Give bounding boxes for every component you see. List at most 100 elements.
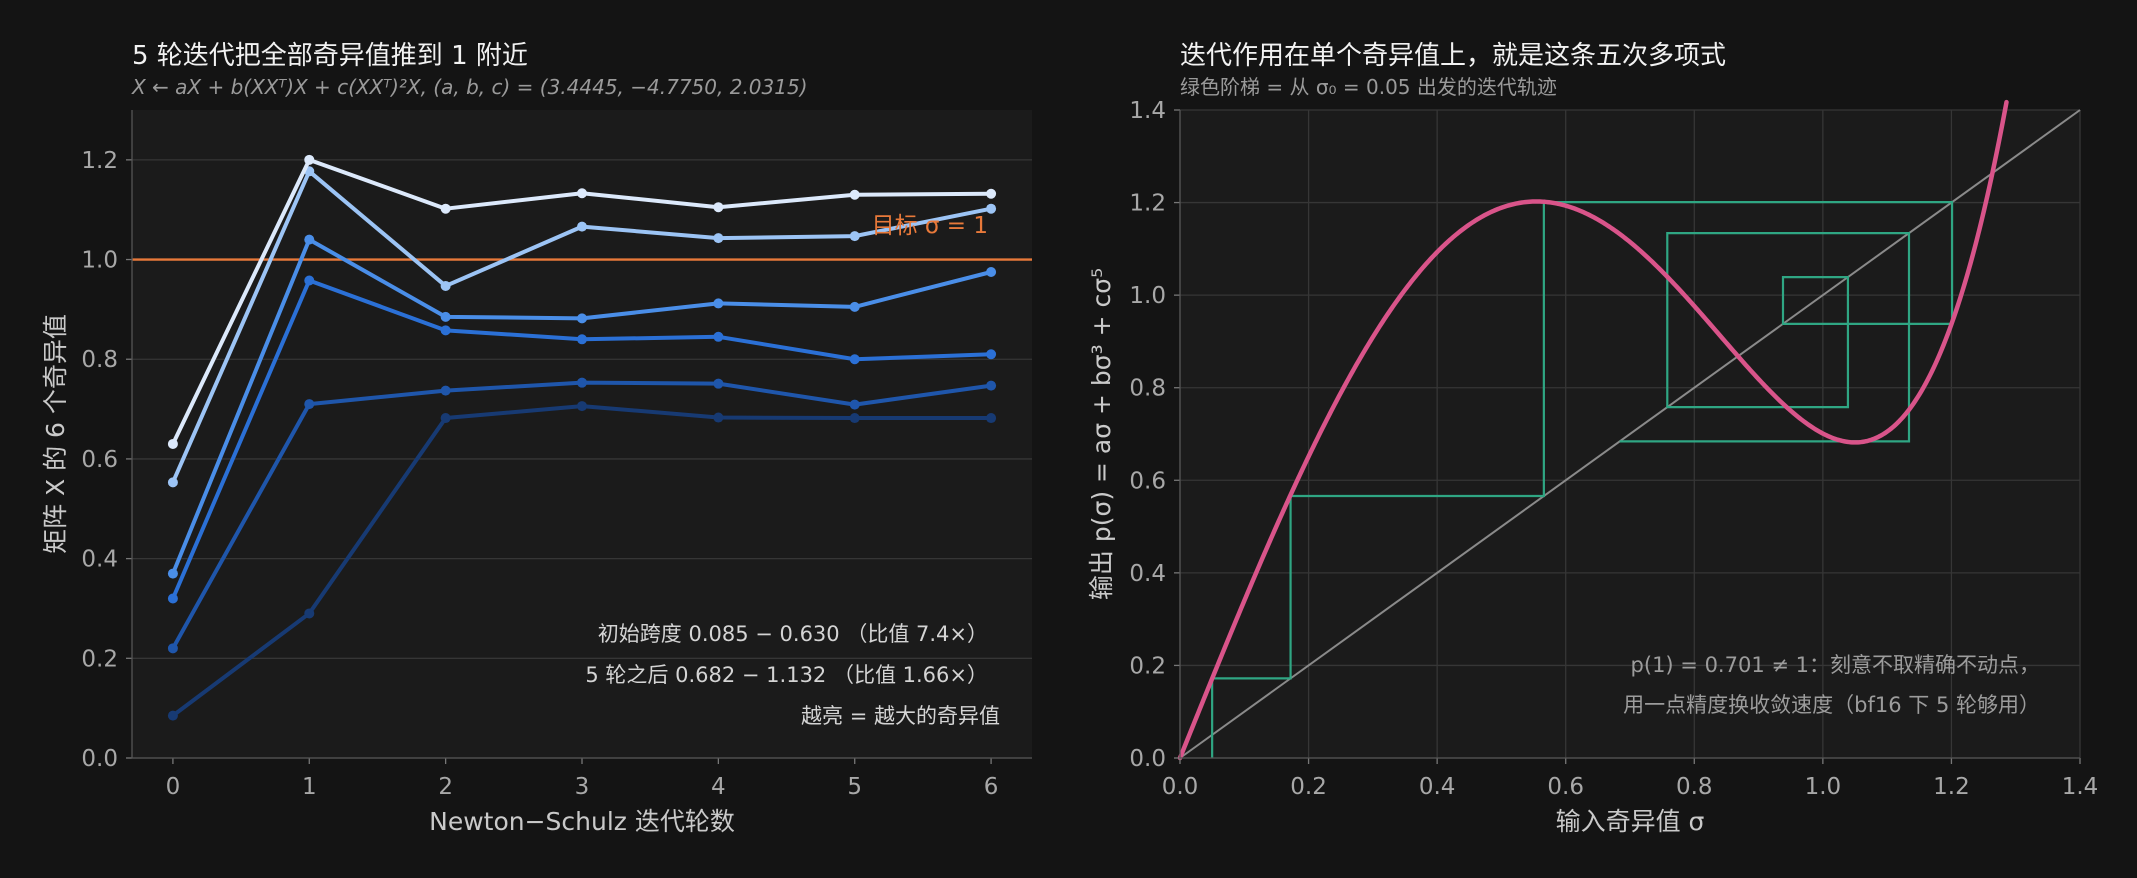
left-series-point <box>986 188 997 199</box>
left-y-tick-label: 0.8 <box>81 347 118 373</box>
left-series-point <box>986 413 997 424</box>
left-series-point <box>167 438 178 449</box>
left-series-point <box>304 154 315 165</box>
left-series-point <box>713 378 724 389</box>
left-series-point <box>304 275 315 286</box>
right-identity-group <box>1179 109 2081 759</box>
left-series-point <box>713 298 724 309</box>
right-chart-title: 迭代作用在单个奇异值上，就是这条五次多项式 <box>1180 41 1726 71</box>
left-series-point <box>986 380 997 391</box>
left-series-point <box>577 221 587 232</box>
left-y-tick-label: 1.0 <box>81 248 118 274</box>
left-ticks: 0.0 0.2 0.4 0.6 0.8 1.0 1.2 0 1 2 3 4 5 6 <box>81 148 998 800</box>
right-y-tick-label: 0.4 <box>1129 561 1166 587</box>
right-y-tick-label: 0.2 <box>1129 653 1166 679</box>
right-x-tick-label: 0.4 <box>1419 774 1456 800</box>
left-series-point <box>440 311 451 322</box>
left-series-point <box>713 202 724 213</box>
right-x-tick-label: 0.6 <box>1547 774 1584 800</box>
left-axes-spine <box>131 110 1032 759</box>
right-chart: 迭代作用在单个奇异值上，就是这条五次多项式 绿色阶梯 = 从 σ₀ = 0.05… <box>1087 41 2098 836</box>
left-x-tick-label: 4 <box>711 774 726 800</box>
left-series-point <box>849 413 860 424</box>
left-series-point <box>849 189 860 200</box>
right-chart-subtitle: 绿色阶梯 = 从 σ₀ = 0.05 出发的迭代轨迹 <box>1180 75 1557 99</box>
left-y-tick-label: 0.4 <box>81 547 118 573</box>
left-series-point <box>849 301 860 312</box>
right-y-axis-label: 输出 p(σ) = aσ + bσ³ + cσ⁵ <box>1087 268 1116 600</box>
left-series-point <box>440 385 451 396</box>
left-series-point <box>849 354 860 365</box>
right-x-axis-label: 输入奇异值 σ <box>1556 807 1705 836</box>
right-y-tick-label: 1.4 <box>1129 98 1166 124</box>
left-series-point <box>577 313 587 324</box>
left-series-point <box>713 412 724 423</box>
right-x-tick-label: 1.0 <box>1805 774 1842 800</box>
right-x-tick-label: 0.0 <box>1162 774 1199 800</box>
left-y-tick-label: 0.6 <box>81 447 118 473</box>
left-x-tick-label: 0 <box>166 774 181 800</box>
right-x-tick-label: 1.4 <box>2062 774 2099 800</box>
left-x-tick-label: 1 <box>302 774 317 800</box>
left-series-point <box>304 234 315 245</box>
left-annotation-final-span: 5 轮之后 0.682 − 1.132 （比值 1.66×） <box>585 663 988 687</box>
left-x-tick-label: 2 <box>438 774 453 800</box>
left-chart-subtitle: X ← aX + b(XXᵀ)X + c(XXᵀ)²X, (a, b, c) =… <box>131 75 808 99</box>
left-series-point <box>713 331 724 342</box>
left-series-point <box>849 399 860 410</box>
left-x-axis-label: Newton−Schulz 迭代轮数 <box>429 807 735 836</box>
right-polynomial-curve <box>1177 99 2009 761</box>
left-chart-title: 5 轮迭代把全部奇异值推到 1 附近 <box>132 41 528 71</box>
right-annotation-line-1: p(1) = 0.701 ≠ 1：刻意不取精确不动点， <box>1631 653 2040 677</box>
left-x-tick-label: 5 <box>847 774 862 800</box>
right-x-tick-label: 1.2 <box>1933 774 1970 800</box>
left-series-point <box>577 334 587 345</box>
left-series-point <box>167 710 178 721</box>
left-series-point <box>167 643 178 654</box>
right-annotation-line-2: 用一点精度换收敛速度（bf16 下 5 轮够用） <box>1623 693 2040 717</box>
left-x-tick-label: 6 <box>984 774 999 800</box>
right-y-tick-label: 1.2 <box>1129 191 1166 217</box>
left-series-group <box>167 154 997 721</box>
left-series-point <box>849 231 860 242</box>
left-series-point <box>440 413 451 424</box>
right-ticks: 0.0 0.2 0.4 0.6 0.8 1.0 1.2 1.4 0.0 0.2 0.4 0.6 0.8 1… <box>1129 98 2098 800</box>
left-y-tick-label: 1.2 <box>81 148 118 174</box>
right-x-tick-label: 0.8 <box>1676 774 1713 800</box>
right-y-tick-label: 0.0 <box>1129 746 1166 772</box>
left-chart: 5 轮迭代把全部奇异值推到 1 附近 X ← aX + b(XXᵀ)X + c(… <box>41 41 1032 836</box>
left-series-point <box>167 477 178 488</box>
left-y-tick-label: 0.0 <box>81 746 118 772</box>
left-series-point <box>986 203 997 214</box>
left-series-point <box>577 377 587 388</box>
right-cobweb-path <box>1211 201 1954 758</box>
left-series-point <box>986 267 997 277</box>
left-x-tick-label: 3 <box>575 774 590 800</box>
left-series-point <box>167 568 178 579</box>
left-plot-area <box>132 110 1032 758</box>
right-polynomial-group <box>1177 99 2009 761</box>
left-series-point <box>577 188 587 199</box>
left-target-label: 目标 σ = 1 <box>872 213 988 239</box>
right-identity-line <box>1179 109 2081 759</box>
left-y-tick-label: 0.2 <box>81 646 118 672</box>
right-cobweb-group <box>1211 201 1954 758</box>
left-y-axis-label: 矩阵 X 的 6 个奇异值 <box>41 314 70 554</box>
left-annotation-brightness: 越亮 = 越大的奇异值 <box>801 704 1000 728</box>
right-y-tick-label: 0.6 <box>1129 468 1166 494</box>
left-series-point <box>440 203 451 214</box>
left-annotation-initial-span: 初始跨度 0.085 − 0.630 （比值 7.4×） <box>598 622 988 646</box>
right-axes-spine <box>1179 110 2080 759</box>
left-series-point <box>167 593 178 604</box>
left-series-point <box>577 401 587 412</box>
left-series-point <box>440 280 451 291</box>
left-series-point <box>986 349 997 360</box>
right-y-tick-label: 1.0 <box>1129 283 1166 309</box>
left-series-point <box>713 233 724 244</box>
left-series-point <box>440 325 451 336</box>
left-series-point <box>304 608 315 619</box>
right-x-tick-label: 0.2 <box>1290 774 1327 800</box>
right-y-tick-label: 0.8 <box>1129 376 1166 402</box>
left-series-point <box>304 399 315 410</box>
